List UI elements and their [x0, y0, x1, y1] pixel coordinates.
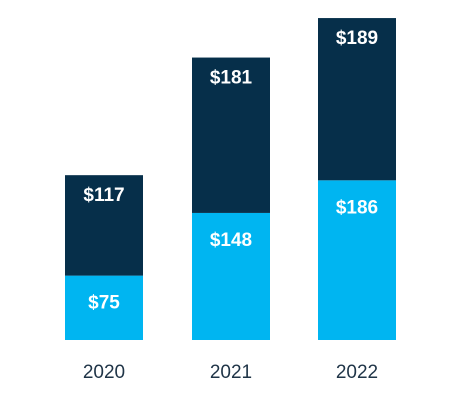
bar-segment-2021-series1 [192, 212, 270, 340]
bar-segment-2020-series1 [65, 275, 143, 340]
bar-segment-2022-series1 [318, 180, 396, 340]
data-label-2020-series2: $117 [83, 185, 124, 206]
data-label-2020-series1: $75 [88, 293, 120, 314]
data-label-2022-series2: $189 [336, 28, 378, 49]
x-tick-label-2022: 2022 [336, 362, 378, 383]
x-tick-label-2021: 2021 [210, 362, 252, 383]
bars-group [65, 18, 396, 340]
x-axis-tick-labels: 2020 2021 2022 [83, 362, 378, 383]
bar-segment-2020-series2 [65, 175, 143, 276]
data-label-2022-series1: $186 [336, 197, 378, 218]
data-label-2021-series1: $148 [210, 230, 252, 251]
data-labels-group: $75 $117 $148 $181 $186 $189 [83, 28, 378, 314]
bar-segment-2021-series2 [192, 57, 270, 213]
data-label-2021-series2: $181 [210, 68, 253, 89]
x-tick-label-2020: 2020 [83, 362, 125, 383]
bar-segment-2022-series2 [318, 18, 396, 181]
